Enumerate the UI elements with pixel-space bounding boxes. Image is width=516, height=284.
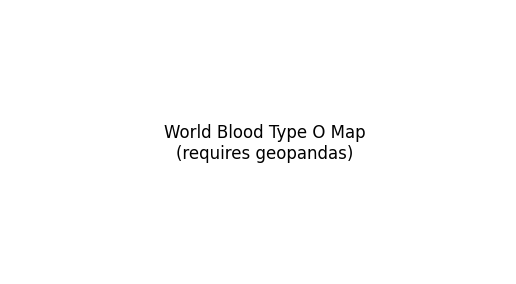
Text: World Blood Type O Map
(requires geopandas): World Blood Type O Map (requires geopand… <box>164 124 365 163</box>
